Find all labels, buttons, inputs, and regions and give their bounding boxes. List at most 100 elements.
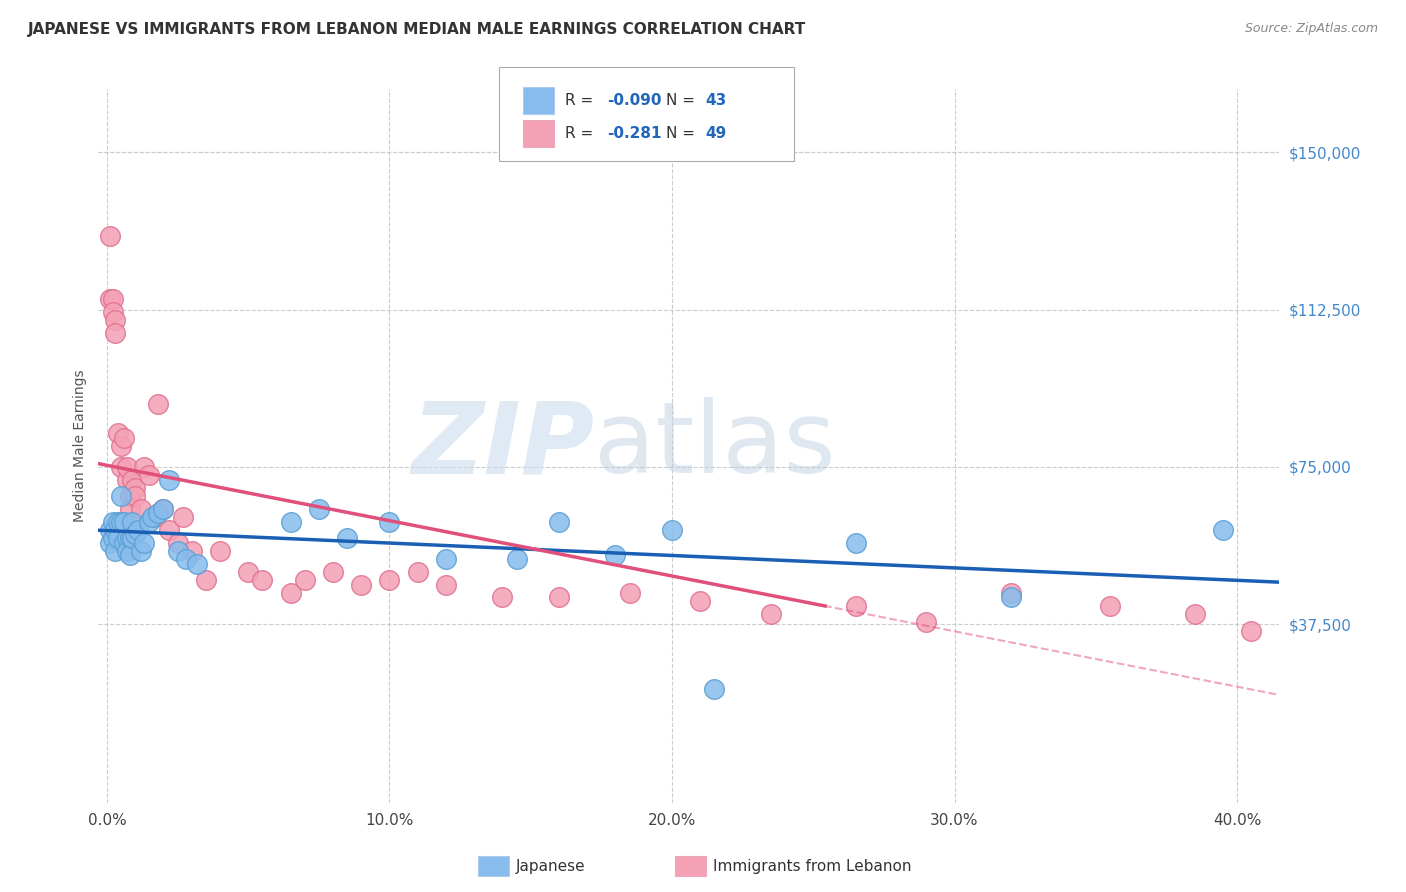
Text: Immigrants from Lebanon: Immigrants from Lebanon [713,859,911,873]
Point [157,473,180,487]
Point [548,515,571,529]
Point [132,460,155,475]
Point [166,544,188,558]
Point [252,574,274,588]
Point [434,577,457,591]
Point [107,515,129,529]
Point [118,532,141,546]
Point [157,523,180,537]
Point [129,502,152,516]
Point [378,515,401,529]
Point [98,229,121,244]
Point [115,532,138,546]
Point [336,532,359,546]
Point [112,535,135,549]
Point [505,552,527,566]
Point [845,599,868,613]
Point [124,481,146,495]
Point [101,515,124,529]
Point [280,586,302,600]
Point [294,574,316,588]
Point [98,535,121,549]
Point [619,586,641,600]
Text: JAPANESE VS IMMIGRANTS FROM LEBANON MEDIAN MALE EARNINGS CORRELATION CHART: JAPANESE VS IMMIGRANTS FROM LEBANON MEDI… [28,22,807,37]
Point [112,431,135,445]
Point [1000,590,1022,604]
Point [121,532,143,546]
Text: Japanese: Japanese [516,859,586,873]
Point [121,473,143,487]
Point [124,489,146,503]
Point [280,515,302,529]
Point [110,489,132,503]
Point [152,502,174,516]
Point [98,292,121,306]
Text: -0.281: -0.281 [607,127,662,141]
Point [118,548,141,562]
Point [104,523,127,537]
Point [115,460,138,475]
Point [166,535,188,549]
Point [491,590,513,604]
Text: ZIP: ZIP [412,398,595,494]
Point [110,515,132,529]
Text: atlas: atlas [595,398,837,494]
Point [703,682,725,697]
Point [548,590,571,604]
Text: -0.090: -0.090 [607,94,662,108]
Point [194,574,217,588]
Point [308,502,330,516]
Point [101,292,124,306]
Point [1098,599,1121,613]
Point [98,523,121,537]
Point [689,594,711,608]
Text: N =: N = [666,127,700,141]
Point [107,426,129,441]
Point [1000,586,1022,600]
Point [208,544,231,558]
Point [1212,523,1234,537]
Point [434,552,457,566]
Point [124,527,146,541]
Point [759,607,782,621]
Point [605,548,627,562]
Point [110,439,132,453]
Point [1184,607,1206,621]
Text: Source: ZipAtlas.com: Source: ZipAtlas.com [1244,22,1378,36]
Point [143,510,166,524]
Point [118,489,141,503]
Point [132,535,155,549]
Text: 43: 43 [706,94,727,108]
Point [186,557,208,571]
Point [174,552,197,566]
Text: 49: 49 [706,127,727,141]
Point [661,523,683,537]
Point [845,535,868,549]
Point [118,502,141,516]
Point [152,502,174,516]
Text: N =: N = [666,94,700,108]
Point [104,313,127,327]
Point [915,615,938,630]
Point [101,304,124,318]
Point [115,544,138,558]
Point [101,532,124,546]
Point [406,565,429,579]
Point [110,460,132,475]
Point [350,577,373,591]
Point [138,515,160,529]
Point [1240,624,1263,638]
Point [180,544,202,558]
Point [146,397,169,411]
Point [322,565,344,579]
Point [378,574,401,588]
Point [146,506,169,520]
Point [141,510,163,524]
Point [138,468,160,483]
Point [121,515,143,529]
Text: R =: R = [565,127,599,141]
Point [172,510,194,524]
Point [115,473,138,487]
Point [107,532,129,546]
Text: R =: R = [565,94,599,108]
